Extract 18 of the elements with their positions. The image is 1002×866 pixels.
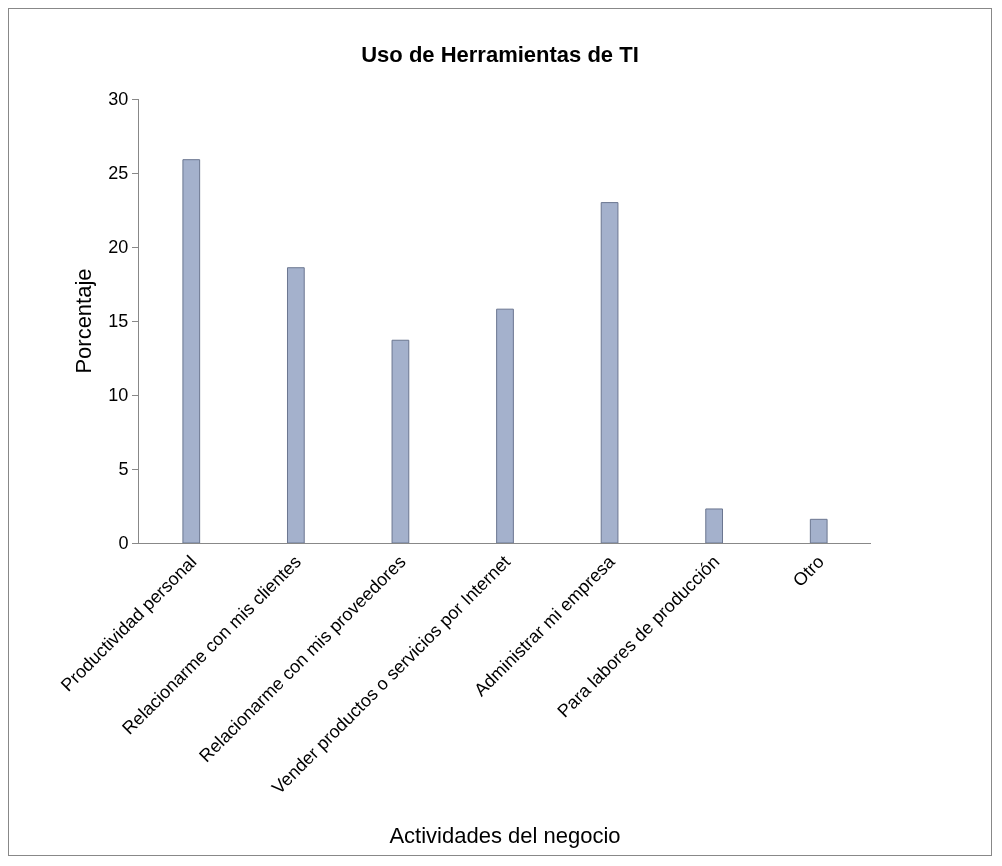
bar xyxy=(286,267,305,543)
bar xyxy=(600,202,619,543)
y-tick-label: 25 xyxy=(108,163,129,184)
bar xyxy=(705,508,724,543)
y-tick-label: 30 xyxy=(108,89,129,110)
y-axis-title: Porcentaje xyxy=(71,268,97,374)
bar xyxy=(809,518,828,543)
x-axis-title: Actividades del negocio xyxy=(389,822,621,848)
y-tick-label: 5 xyxy=(118,459,129,480)
bar xyxy=(496,308,514,543)
y-tick-label: 0 xyxy=(118,533,129,554)
y-tick-label: 10 xyxy=(108,385,129,406)
y-tick-label: 15 xyxy=(108,311,129,332)
chart-title: Uso de Herramientas de TI xyxy=(361,42,639,68)
bar xyxy=(182,159,201,543)
y-tick-label: 20 xyxy=(108,237,129,258)
bar xyxy=(391,339,410,543)
x-tick-label: Otro xyxy=(789,551,828,591)
